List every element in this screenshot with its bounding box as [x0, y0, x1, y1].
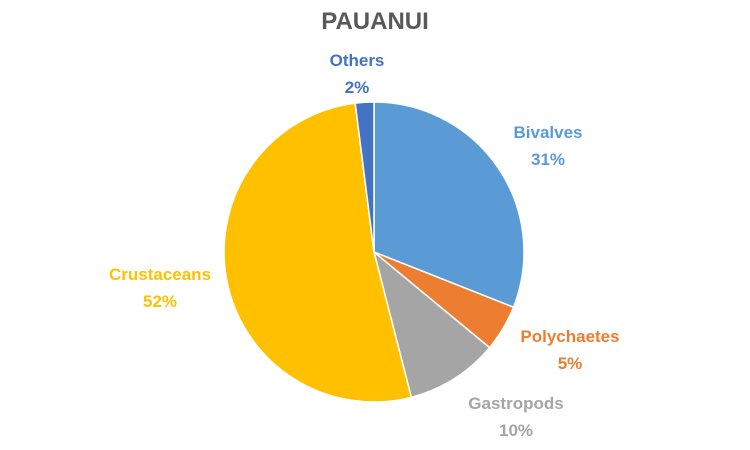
pie-slice-others — [354, 101, 375, 253]
slice-label-polychaetes: Polychaetes — [520, 327, 619, 346]
chart-title: PAUANUI — [321, 8, 429, 35]
slice-label-bivalves: Bivalves — [514, 123, 583, 142]
slice-label-others: Others — [330, 51, 385, 70]
slice-value-crustaceans: 52% — [143, 292, 177, 311]
pie-slice-gastropods — [372, 249, 491, 399]
slice-value-polychaetes: 5% — [558, 354, 583, 373]
slice-label-gastropods: Gastropods — [468, 394, 563, 413]
slice-value-others: 2% — [345, 78, 370, 97]
slice-label-crustaceans: Crustaceans — [109, 265, 211, 284]
slice-value-bivalves: 31% — [531, 150, 565, 169]
pie-slice-bivalves — [373, 101, 525, 309]
slice-value-gastropods: 10% — [499, 421, 533, 440]
